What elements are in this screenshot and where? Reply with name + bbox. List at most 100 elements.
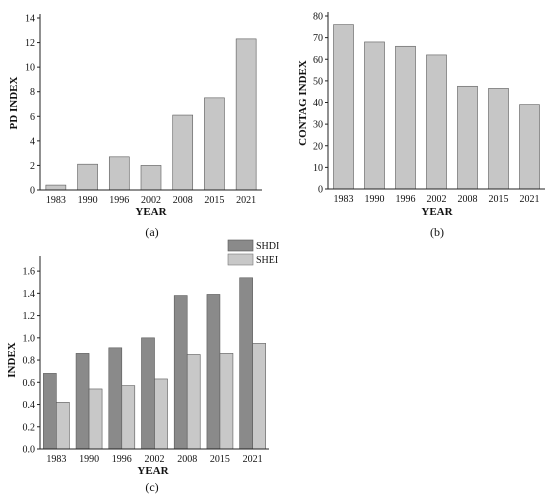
legend-swatch-shei — [227, 253, 254, 266]
y-tick-label: 1.2 — [23, 311, 36, 322]
x-tick-label: 1990 — [79, 454, 99, 465]
x-tick-label: 2015 — [210, 454, 230, 465]
x-tick-label: 1983 — [46, 454, 66, 465]
bar-shdi-2021 — [239, 277, 253, 450]
y-tick-label: 0.6 — [23, 378, 36, 389]
x-tick-label: 1983 — [46, 195, 66, 206]
x-tick-label: 1983 — [334, 194, 354, 205]
bar-2002 — [426, 54, 447, 190]
bar-shei-2008 — [186, 354, 201, 450]
y-tick-label: 0 — [30, 186, 35, 197]
y-tick-label: 0.2 — [23, 422, 36, 433]
legend-label-shei: SHEI — [256, 255, 278, 266]
caption-c: (c) — [145, 480, 158, 494]
y-tick-label: 40 — [313, 98, 323, 109]
bar-1996 — [395, 45, 416, 190]
legend-swatch-shdi — [227, 239, 254, 252]
y-tick-label: 12 — [25, 38, 35, 49]
chart-panel-a: 0 2 4 6 8 10 12 14 1983 1990 1996 2002 2008 2015 2021… — [8, 14, 262, 239]
bar-shdi-2002 — [141, 337, 155, 450]
x-axis-label-b: YEAR — [421, 206, 453, 218]
x-tick-label: 1996 — [396, 194, 416, 205]
bars-b — [333, 24, 540, 190]
chart-panel-b: 0 10 20 30 40 50 60 70 80 1983 1990 1996 2002 2008 20… — [297, 12, 545, 239]
bar-1990 — [364, 41, 385, 190]
y-tick-label: 60 — [313, 55, 323, 66]
y-tick-label: 0.4 — [23, 400, 36, 411]
y-tick-label: 50 — [313, 76, 323, 87]
y-tick-label: 0.0 — [23, 445, 36, 456]
bar-2002 — [140, 165, 162, 191]
bar-2021 — [519, 104, 540, 190]
bar-1996 — [108, 156, 130, 191]
x-tick-label: 2002 — [141, 195, 161, 206]
bar-shdi-1983 — [43, 373, 57, 450]
x-tick-label: 1990 — [365, 194, 385, 205]
x-tick-label: 2021 — [236, 195, 256, 206]
bars-a — [45, 38, 257, 191]
bar-shdi-2008 — [173, 295, 188, 450]
bars-c — [43, 277, 266, 450]
bar-1983 — [45, 184, 67, 191]
y-tick-label: 14 — [25, 14, 35, 25]
bar-2008 — [457, 85, 478, 190]
x-tick-label: 2008 — [173, 195, 193, 206]
bar-shei-2015 — [219, 353, 234, 450]
legend-c: SHDI SHEI — [227, 239, 279, 266]
caption-b: (b) — [430, 225, 444, 239]
bar-shdi-1996 — [108, 347, 123, 450]
y-ticks-a: 0 2 4 6 8 10 12 14 — [25, 14, 40, 197]
y-tick-label: 10 — [313, 163, 323, 174]
y-tick-label: 20 — [313, 141, 323, 152]
x-ticks-b: 1983 1990 1996 2002 2008 2015 2021 — [334, 194, 540, 205]
bar-2015 — [204, 97, 225, 191]
bar-shei-2002 — [154, 378, 168, 450]
bar-shei-1996 — [121, 385, 136, 450]
x-tick-label: 2008 — [458, 194, 478, 205]
x-tick-label: 2015 — [204, 195, 224, 206]
x-ticks-c: 1983 1990 1996 2002 2008 2015 2021 — [46, 454, 262, 465]
legend-label-shdi: SHDI — [256, 241, 279, 252]
chart-panel-c: 0.0 0.2 0.4 0.6 0.8 1.0 1.2 1.4 1.6 1983 1990 1996… — [6, 239, 279, 494]
y-tick-label: 30 — [313, 120, 323, 131]
y-tick-label: 80 — [313, 12, 323, 23]
y-tick-label: 4 — [30, 136, 35, 147]
x-axis-label-a: YEAR — [135, 206, 167, 218]
x-tick-label: 2002 — [427, 194, 447, 205]
y-tick-label: 70 — [313, 33, 323, 44]
x-tick-label: 1996 — [109, 195, 129, 206]
bar-shei-2021 — [252, 343, 266, 450]
x-tick-label: 2021 — [520, 194, 540, 205]
y-tick-label: 1.0 — [23, 333, 36, 344]
x-tick-label: 1996 — [112, 454, 132, 465]
y-axis-label-c: INDEX — [6, 342, 18, 378]
y-axis-label-a: PD INDEX — [8, 77, 20, 130]
x-ticks-a: 1983 1990 1996 2002 2008 2015 2021 — [46, 195, 256, 206]
y-tick-label: 2 — [30, 161, 35, 172]
x-tick-label: 1990 — [78, 195, 98, 206]
bar-shdi-1990 — [75, 353, 90, 450]
y-tick-label: 0.8 — [23, 356, 36, 367]
y-ticks-c: 0.0 0.2 0.4 0.6 0.8 1.0 1.2 1.4 1.6 — [23, 267, 40, 456]
y-tick-label: 6 — [30, 112, 35, 123]
bar-shei-1990 — [88, 388, 103, 450]
x-tick-label: 2015 — [489, 194, 509, 205]
x-tick-label: 2002 — [145, 454, 165, 465]
x-tick-label: 2021 — [243, 454, 263, 465]
caption-a: (a) — [145, 225, 158, 239]
x-tick-label: 2008 — [177, 454, 197, 465]
y-ticks-b: 0 10 20 30 40 50 60 70 80 — [313, 12, 328, 196]
x-axis-label-c: YEAR — [137, 465, 169, 477]
y-tick-label: 0 — [318, 185, 323, 196]
bar-shei-1983 — [56, 402, 70, 450]
y-tick-label: 8 — [30, 87, 35, 98]
bar-1983 — [333, 24, 354, 190]
bar-2021 — [235, 38, 257, 191]
y-axis-label-b: CONTAG INDEX — [297, 60, 309, 146]
bar-2008 — [172, 114, 194, 191]
y-tick-label: 10 — [25, 63, 35, 74]
bar-1990 — [77, 163, 98, 191]
y-tick-label: 1.6 — [23, 267, 36, 278]
bar-shdi-2015 — [206, 294, 221, 450]
